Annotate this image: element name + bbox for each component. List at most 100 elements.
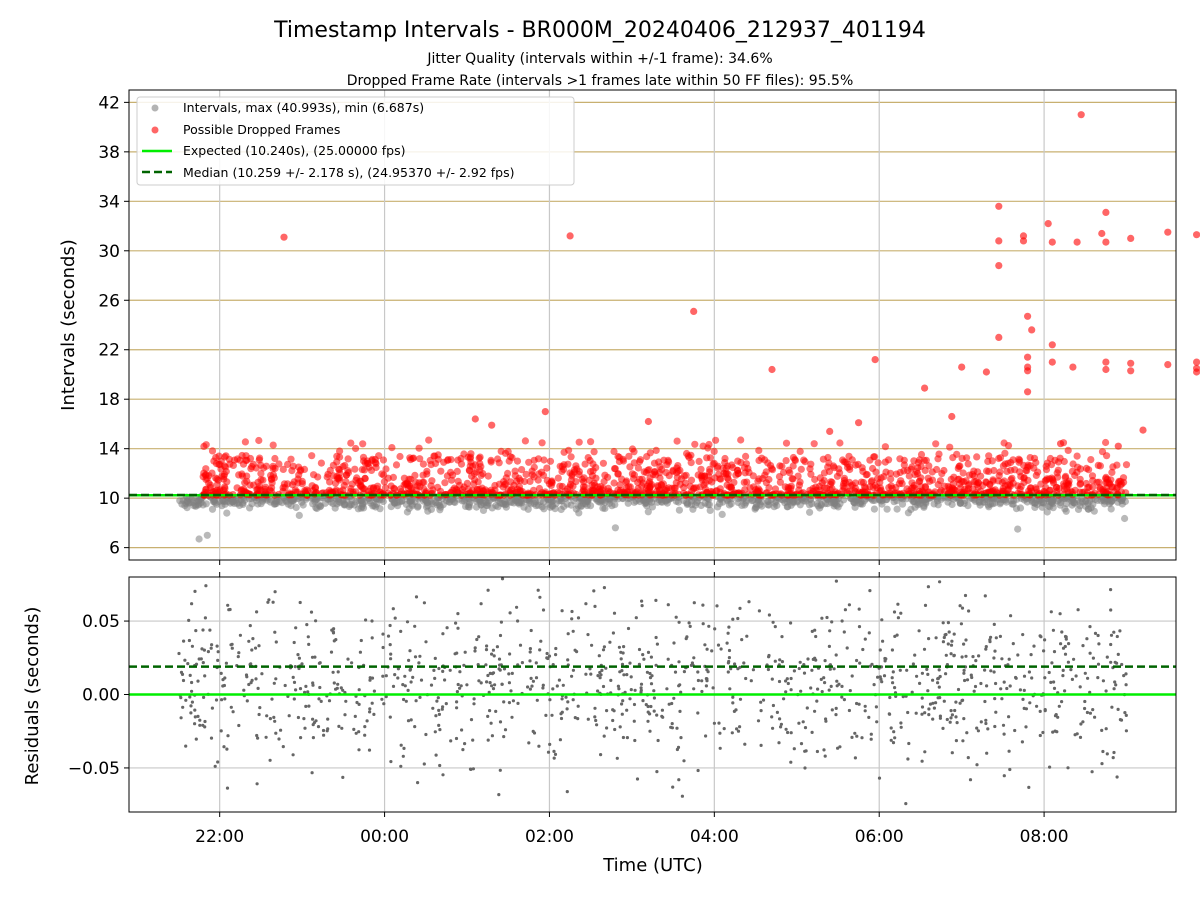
dropped-frame-point bbox=[732, 471, 740, 479]
residual-point bbox=[422, 762, 426, 766]
dropped-frame-point bbox=[1093, 478, 1101, 486]
dropped-frame-point bbox=[521, 437, 530, 445]
residual-point bbox=[364, 618, 368, 622]
dropped-frame-point bbox=[484, 472, 492, 480]
residual-point bbox=[1088, 651, 1092, 655]
residual-point bbox=[1116, 652, 1120, 657]
dropped-frame-point bbox=[911, 471, 919, 479]
dropped-frame-point bbox=[427, 482, 435, 490]
residual-point bbox=[891, 741, 896, 745]
interval-point bbox=[960, 499, 968, 508]
residual-point bbox=[471, 738, 475, 742]
dropped-frame-point bbox=[406, 454, 414, 462]
residual-point bbox=[953, 708, 957, 713]
residual-point bbox=[955, 721, 959, 725]
residual-point bbox=[1078, 735, 1083, 740]
interval-point bbox=[883, 505, 891, 513]
dropped-frame-point bbox=[405, 475, 413, 483]
residual-point bbox=[502, 700, 506, 704]
residual-point bbox=[485, 644, 489, 648]
residual-point bbox=[649, 704, 653, 709]
residual-point bbox=[964, 638, 968, 642]
residual-point bbox=[628, 661, 632, 665]
dropped-frame-point bbox=[367, 484, 375, 492]
dropped-frame-point bbox=[396, 452, 404, 461]
dropped-frame-point bbox=[781, 483, 789, 491]
residual-point bbox=[1021, 697, 1025, 702]
residual-point bbox=[701, 622, 705, 626]
residual-point bbox=[485, 680, 489, 684]
residual-point bbox=[298, 687, 303, 691]
residual-point bbox=[675, 726, 679, 730]
residual-point bbox=[727, 659, 731, 664]
residual-point bbox=[620, 712, 624, 716]
residual-point bbox=[471, 767, 475, 771]
dropped-frame-point bbox=[712, 436, 720, 444]
residual-point bbox=[565, 707, 569, 711]
residual-point bbox=[1066, 766, 1070, 770]
residual-point bbox=[313, 655, 317, 659]
dropped-frame-point bbox=[353, 474, 361, 482]
residual-point bbox=[665, 687, 669, 691]
interval-point bbox=[817, 500, 825, 509]
interval-point bbox=[834, 503, 842, 511]
residual-point bbox=[915, 674, 919, 678]
residual-point bbox=[296, 653, 300, 657]
residual-point bbox=[418, 654, 422, 658]
residual-point bbox=[868, 664, 873, 668]
residual-point bbox=[353, 714, 357, 719]
residual-point bbox=[1088, 690, 1092, 694]
residual-point bbox=[566, 658, 570, 662]
residual-point bbox=[251, 637, 255, 641]
residual-point bbox=[820, 690, 824, 694]
dropped-frame-point bbox=[303, 486, 311, 494]
residual-point bbox=[586, 633, 590, 637]
residual-point bbox=[914, 711, 918, 715]
residual-point bbox=[253, 646, 258, 650]
residual-point bbox=[749, 679, 753, 683]
dropped-frame-point bbox=[962, 477, 970, 485]
residual-point bbox=[389, 652, 393, 656]
residual-point bbox=[381, 645, 385, 650]
interval-point bbox=[178, 500, 186, 508]
residual-point bbox=[343, 713, 347, 717]
dropped-frame-point bbox=[687, 476, 696, 484]
interval-point bbox=[691, 501, 699, 509]
residual-point bbox=[984, 721, 988, 726]
residual-point bbox=[1002, 774, 1006, 778]
residual-point bbox=[654, 663, 658, 667]
dropped-frame-point bbox=[970, 472, 978, 480]
residual-point bbox=[1115, 775, 1119, 779]
interval-point bbox=[1107, 498, 1115, 506]
residual-point bbox=[593, 715, 597, 719]
residual-point bbox=[548, 742, 552, 747]
residual-point bbox=[907, 741, 911, 746]
dropped-frame-point bbox=[964, 485, 973, 493]
dropped-frame-point bbox=[271, 454, 279, 463]
residual-point bbox=[989, 669, 993, 673]
residual-point bbox=[1000, 697, 1004, 701]
residual-point bbox=[357, 730, 361, 734]
residual-point bbox=[827, 688, 831, 692]
chart-title: Timestamp Intervals - BR000M_20240406_21… bbox=[273, 18, 926, 43]
dropped-frame-point bbox=[656, 469, 664, 477]
dropped-frame-point bbox=[326, 466, 334, 474]
interval-point bbox=[878, 500, 886, 508]
residual-point bbox=[1043, 676, 1047, 680]
residual-point bbox=[188, 673, 192, 678]
residual-point bbox=[731, 701, 735, 705]
residual-point bbox=[216, 658, 220, 663]
dropped-frame-point bbox=[222, 452, 230, 460]
residual-point bbox=[203, 674, 207, 678]
residual-point bbox=[503, 728, 508, 732]
residual-point bbox=[573, 648, 577, 652]
dropped-frame-point bbox=[936, 488, 944, 496]
dropped-frame-point bbox=[208, 469, 216, 477]
dropped-frame-point bbox=[921, 384, 929, 392]
residual-point bbox=[959, 622, 964, 626]
dropped-frame-point bbox=[604, 484, 612, 492]
residual-point bbox=[805, 706, 809, 710]
residual-point bbox=[326, 727, 330, 731]
residual-point bbox=[623, 690, 627, 694]
interval-point bbox=[858, 500, 867, 508]
